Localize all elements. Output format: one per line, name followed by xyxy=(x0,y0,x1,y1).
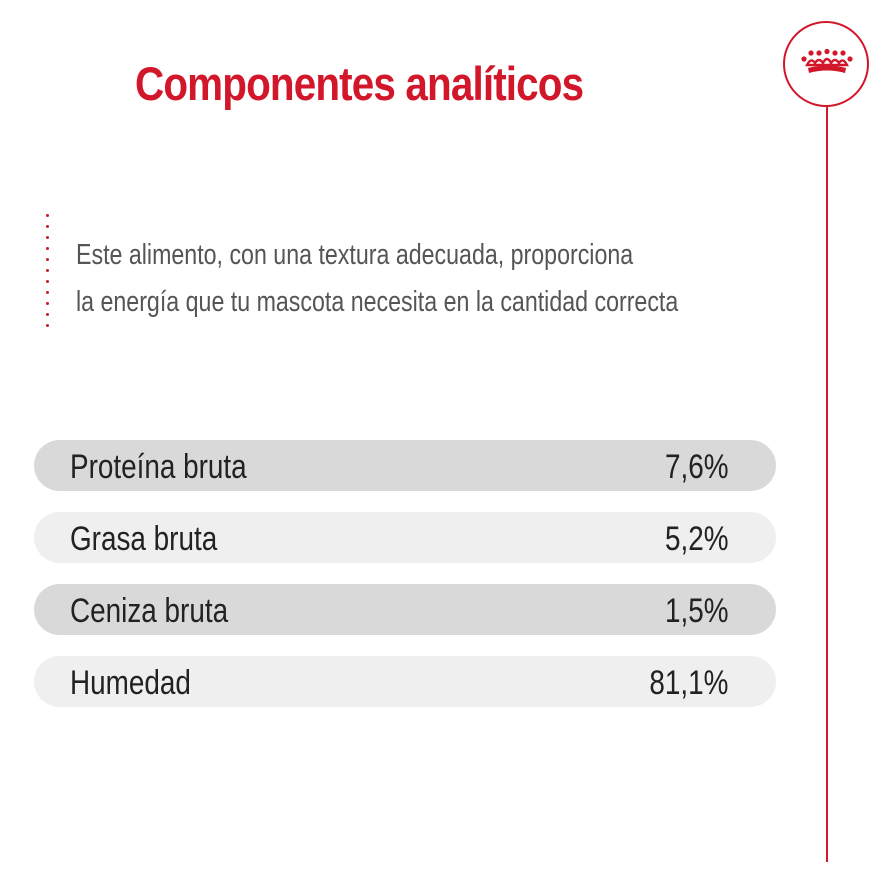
crown-icon xyxy=(801,49,853,73)
row-value: 81,1% xyxy=(648,664,728,702)
row-value: 5,2% xyxy=(664,520,728,558)
analytical-components-table: Proteína bruta 7,6% Grasa bruta 5,2% Cen… xyxy=(34,440,776,728)
row-value: 7,6% xyxy=(664,448,728,486)
description-line-2: la energía que tu mascota necesita en la… xyxy=(76,286,679,318)
table-row: Ceniza bruta 1,5% xyxy=(34,584,776,635)
row-label: Humedad xyxy=(70,664,191,702)
brand-logo xyxy=(783,21,869,107)
table-row: Humedad 81,1% xyxy=(34,656,776,707)
table-row: Proteína bruta 7,6% xyxy=(34,440,776,491)
row-label: Ceniza bruta xyxy=(70,592,229,630)
row-value: 1,5% xyxy=(664,592,728,630)
description-line-1: Este alimento, con una textura adecuada,… xyxy=(76,239,634,271)
dotted-accent xyxy=(46,214,49,335)
vertical-accent-line xyxy=(826,107,828,862)
description: Este alimento, con una textura adecuada,… xyxy=(76,232,678,326)
page-title: Componentes analíticos xyxy=(135,57,584,110)
row-label: Proteína bruta xyxy=(70,448,247,486)
table-row: Grasa bruta 5,2% xyxy=(34,512,776,563)
row-label: Grasa bruta xyxy=(70,520,218,558)
